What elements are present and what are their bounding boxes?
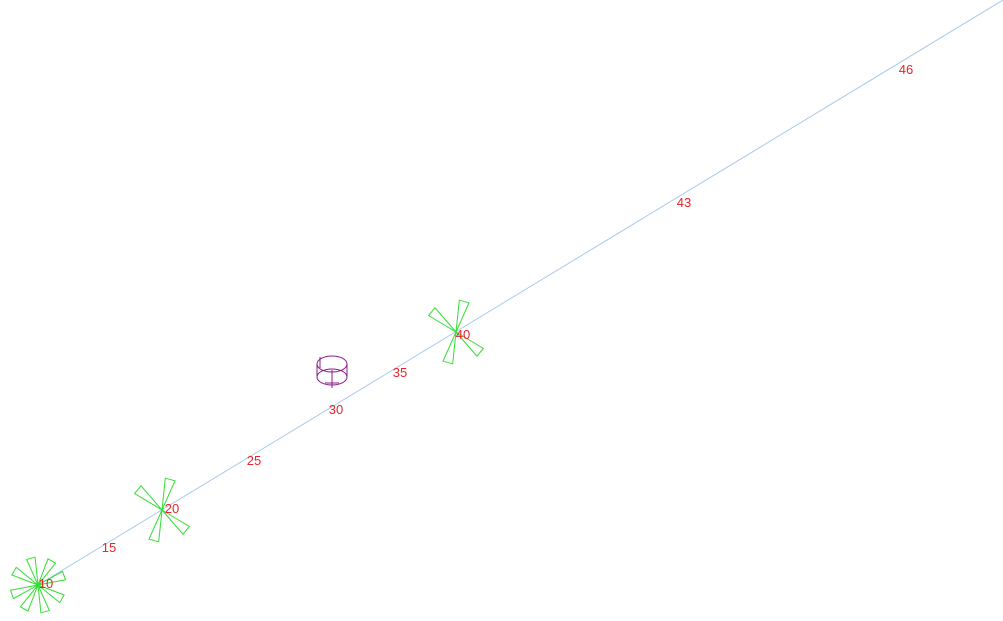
support-wing — [37, 584, 51, 614]
support-wing — [37, 584, 65, 604]
support-wing — [442, 331, 457, 365]
support-wing — [19, 584, 39, 612]
support-wing — [25, 556, 39, 586]
node-label-10: 10 — [39, 576, 53, 591]
node-label-30: 30 — [329, 402, 343, 417]
node-label-43: 43 — [677, 195, 691, 210]
support-wing — [161, 477, 176, 511]
support-wing — [455, 299, 470, 333]
node-label-20: 20 — [165, 501, 179, 516]
support-wing — [455, 331, 485, 357]
node-label-40: 40 — [456, 327, 470, 342]
support-wing — [11, 566, 39, 586]
spring-hanger-icon — [316, 355, 348, 388]
node-label-25: 25 — [247, 453, 261, 468]
node-label-46: 46 — [899, 62, 913, 77]
support-guide-node-20 — [133, 477, 191, 543]
support-anchor-node-10 — [9, 556, 67, 614]
support-wing — [161, 509, 191, 535]
supports-layer — [9, 299, 485, 614]
support-guide-node-40 — [427, 299, 485, 365]
support-wing — [9, 584, 39, 600]
node-label-15: 15 — [102, 540, 116, 555]
support-wing — [133, 485, 163, 511]
support-wing — [148, 509, 163, 543]
support-wing — [37, 570, 67, 586]
hangers-layer — [316, 355, 348, 388]
support-wing — [37, 558, 57, 586]
node-label-35: 35 — [393, 365, 407, 380]
pipe-run — [37, 0, 1003, 586]
support-wing — [427, 307, 457, 333]
node-labels-layer: 10 15 20 25 30 35 40 43 46 — [39, 62, 913, 591]
